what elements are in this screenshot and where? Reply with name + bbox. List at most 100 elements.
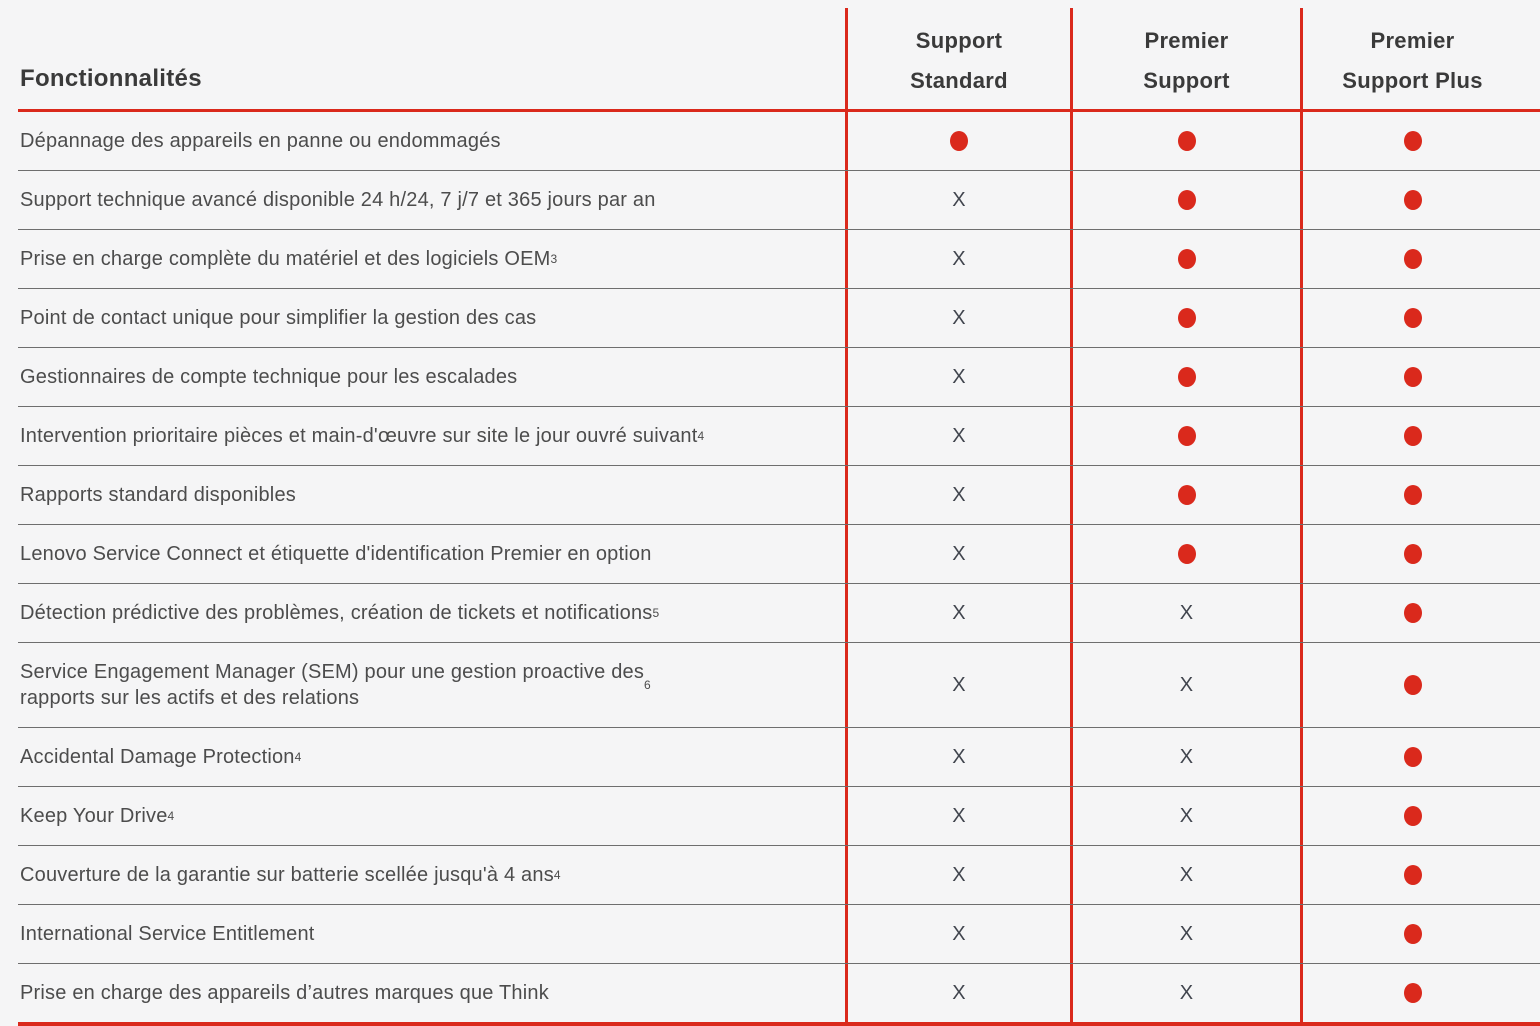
premier-support-cell: X [1070,643,1300,727]
premier-support-plus-cell [1300,584,1522,642]
features-header-cell: Fonctionnalités [18,8,845,109]
included-dot-icon [1177,544,1196,564]
premier-support-cell: X [1070,787,1300,845]
premier-support-plus-cell [1300,964,1522,1022]
premier-support-cell [1070,171,1300,229]
premier-support-plus-cell [1300,112,1522,170]
not-included-x-mark: X [952,247,966,270]
included-dot-icon [1177,190,1196,210]
premier-support-plus-cell [1300,407,1522,465]
included-dot-icon [1403,426,1422,446]
not-included-x-mark: X [952,306,966,329]
support-standard-cell [845,112,1070,170]
premier-support-cell: X [1070,846,1300,904]
feature-label-cell: Dépannage des appareils en panne ou endo… [18,112,845,170]
table-header-row: Fonctionnalités Support Standard Premier… [18,8,1540,112]
column-header-support-standard: Support Standard [845,8,1070,109]
not-included-x-mark: X [952,673,966,696]
feature-label-cell: Accidental Damage Protection 4 [20,746,302,768]
feature-row: Intervention prioritaire pièces et main-… [18,406,1540,465]
feature-row: Point de contact unique pour simplifier … [18,288,1540,347]
included-dot-icon [1403,865,1422,885]
feature-label-cell: International Service Entitlement [18,905,845,963]
feature-label: Dépannage des appareils en panne ou endo… [20,130,501,152]
included-dot-icon [1403,308,1422,328]
premier-support-plus-cell [1300,171,1522,229]
included-dot-icon [1403,544,1422,564]
feature-row: Couverture de la garantie sur batterie s… [18,845,1540,904]
feature-label: Point de contact unique pour simplifier … [20,307,537,329]
included-dot-icon [1177,426,1196,446]
premier-support-cell: X [1070,905,1300,963]
feature-label-cell: Couverture de la garantie sur batterie s… [20,864,561,886]
premier-support-cell [1070,289,1300,347]
premier-support-cell [1070,230,1300,288]
support-standard-cell: X [845,348,1070,406]
support-standard-cell: X [845,964,1070,1022]
not-included-x-mark: X [1179,863,1194,886]
not-included-x-mark: X [1179,673,1194,696]
not-included-x-mark: X [952,483,966,506]
feature-label: Détection prédictive des problèmes, créa… [20,602,653,624]
feature-label: Rapports standard disponibles [20,484,296,506]
premier-support-plus-cell [1300,289,1522,347]
not-included-x-mark: X [952,424,966,447]
feature-label: International Service Entitlement [20,923,315,945]
feature-row: Prise en charge complète du matériel et … [18,229,1540,288]
support-standard-cell: X [845,525,1070,583]
not-included-x-mark: X [1179,804,1194,827]
not-included-x-mark: X [952,863,966,886]
included-dot-icon [1403,603,1422,623]
features-header-label: Fonctionnalités [20,65,202,92]
premier-support-plus-cell [1300,348,1522,406]
feature-row: Lenovo Service Connect et étiquette d'id… [18,524,1540,583]
feature-label-cell: Rapports standard disponibles [18,466,845,524]
included-dot-icon [1403,131,1422,151]
feature-label: Prise en charge des appareils d’autres m… [20,982,549,1004]
feature-row: Dépannage des appareils en panne ou endo… [18,112,1540,170]
support-standard-cell: X [845,171,1070,229]
feature-label: Prise en charge complète du matériel et … [20,248,551,270]
feature-label-cell: Détection prédictive des problèmes, créa… [20,602,660,624]
column-header-premier-support-plus: Premier Support Plus [1300,8,1522,109]
feature-row: International Service Entitlement X X [18,904,1540,963]
feature-label-cell: Intervention prioritaire pièces et main-… [20,425,705,447]
included-dot-icon [1403,983,1422,1003]
premier-support-cell: X [1070,964,1300,1022]
included-dot-icon [1403,924,1422,944]
feature-row: Prise en charge des appareils d’autres m… [18,963,1540,1022]
support-standard-cell: X [845,905,1070,963]
not-included-x-mark: X [1179,922,1194,945]
feature-label-cell: Prise en charge des appareils d’autres m… [18,964,845,1022]
premier-support-cell [1070,407,1300,465]
feature-label-cell: Prise en charge complète du matériel et … [20,248,558,270]
not-included-x-mark: X [952,922,966,945]
not-included-x-mark: X [1179,745,1194,768]
feature-label: Gestionnaires de compte technique pour l… [20,366,518,388]
premier-support-plus-cell [1300,728,1522,786]
support-standard-cell: X [845,466,1070,524]
not-included-x-mark: X [952,188,966,211]
not-included-x-mark: X [1179,981,1194,1004]
included-dot-icon [1403,806,1422,826]
feature-label: Support technique avancé disponible 24 h… [20,189,656,211]
premier-support-cell [1070,525,1300,583]
not-included-x-mark: X [952,601,966,624]
feature-label-cell: Support technique avancé disponible 24 h… [18,171,845,229]
included-dot-icon [1403,190,1422,210]
not-included-x-mark: X [952,542,966,565]
column-header-line: Support Plus [1342,67,1483,93]
included-dot-icon [1403,675,1422,695]
feature-row: Keep Your Drive 4 X X [18,786,1540,845]
support-comparison-table: Fonctionnalités Support Standard Premier… [18,8,1540,1026]
feature-label-cell: Lenovo Service Connect et étiquette d'id… [18,525,845,583]
premier-support-cell [1070,466,1300,524]
feature-label: Lenovo Service Connect et étiquette d'id… [20,543,652,565]
not-included-x-mark: X [952,981,966,1004]
included-dot-icon [1177,367,1196,387]
feature-label-cell: Keep Your Drive 4 [20,805,175,827]
included-dot-icon [1403,367,1422,387]
included-dot-icon [1403,249,1422,269]
premier-support-plus-cell [1300,643,1522,727]
premier-support-plus-cell [1300,525,1522,583]
